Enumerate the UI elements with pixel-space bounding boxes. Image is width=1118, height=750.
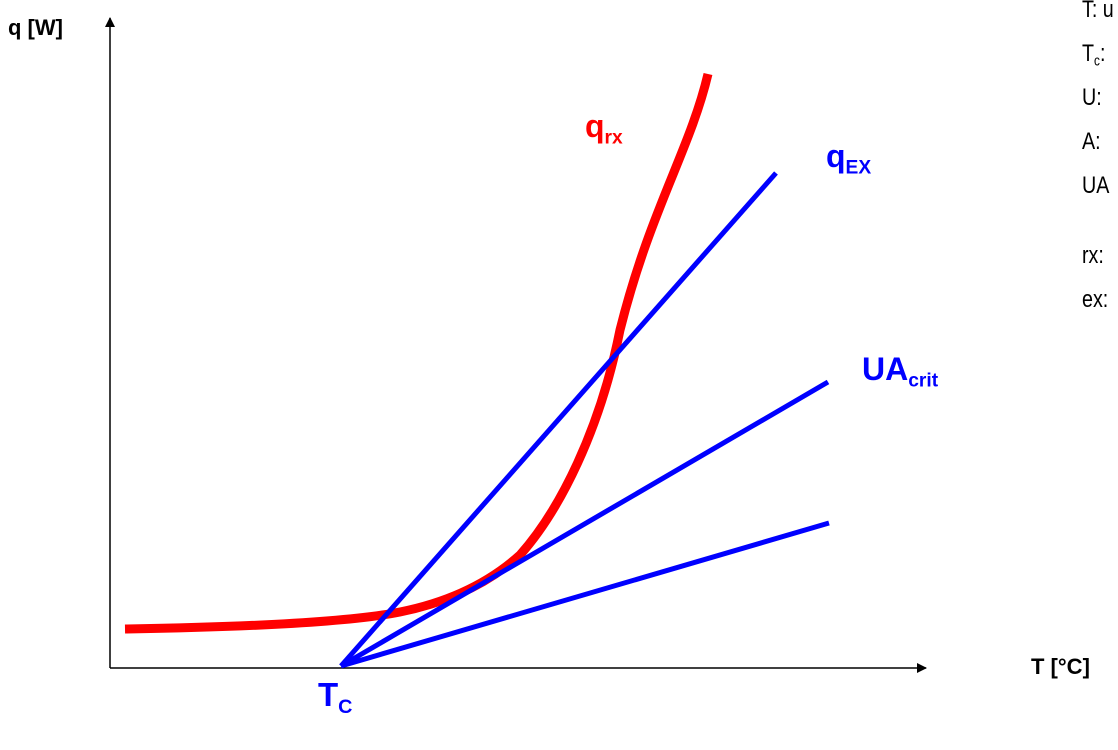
heat-removal-line-qex <box>339 171 778 668</box>
legend-tc: Tc: <box>1082 32 1114 76</box>
legend-rx: rx: <box>1082 242 1104 269</box>
qex-label-main: q <box>826 138 846 174</box>
legend-ua: UA <box>1082 172 1110 199</box>
legend-a: A: <box>1082 128 1101 155</box>
heat-removal-line-uacrit <box>339 379 830 669</box>
legend-t: T: u <box>1082 0 1114 23</box>
qrx-label-sub: rx <box>604 127 623 149</box>
uacrit-label: UAcrit <box>862 351 938 393</box>
tc-label: TC <box>318 676 352 719</box>
tc-label-sub: C <box>338 695 353 718</box>
tc-label-main: T <box>318 676 339 713</box>
qrx-label: qrx <box>585 108 623 150</box>
legend-tc-rest: : <box>1099 40 1106 67</box>
legend-tc-sub: c <box>1094 53 1100 70</box>
legend-panel: T: u Tc: U: A: UA rx: ex: <box>1082 0 1114 322</box>
uacrit-label-sub: crit <box>908 370 939 392</box>
qrx-label-main: q <box>585 108 605 144</box>
legend-ex: ex: <box>1082 286 1109 313</box>
y-axis-label: q [W] <box>8 15 63 40</box>
heat-removal-line-low <box>340 520 830 669</box>
x-axis-label: T [°C] <box>1031 654 1090 679</box>
qex-label: qEX <box>826 138 871 180</box>
legend-tc-main: T <box>1082 40 1095 67</box>
heat-generation-curve <box>124 72 713 634</box>
qex-label-sub: EX <box>845 157 872 179</box>
legend-u: U: <box>1082 84 1102 111</box>
uacrit-label-main: UA <box>862 351 909 387</box>
